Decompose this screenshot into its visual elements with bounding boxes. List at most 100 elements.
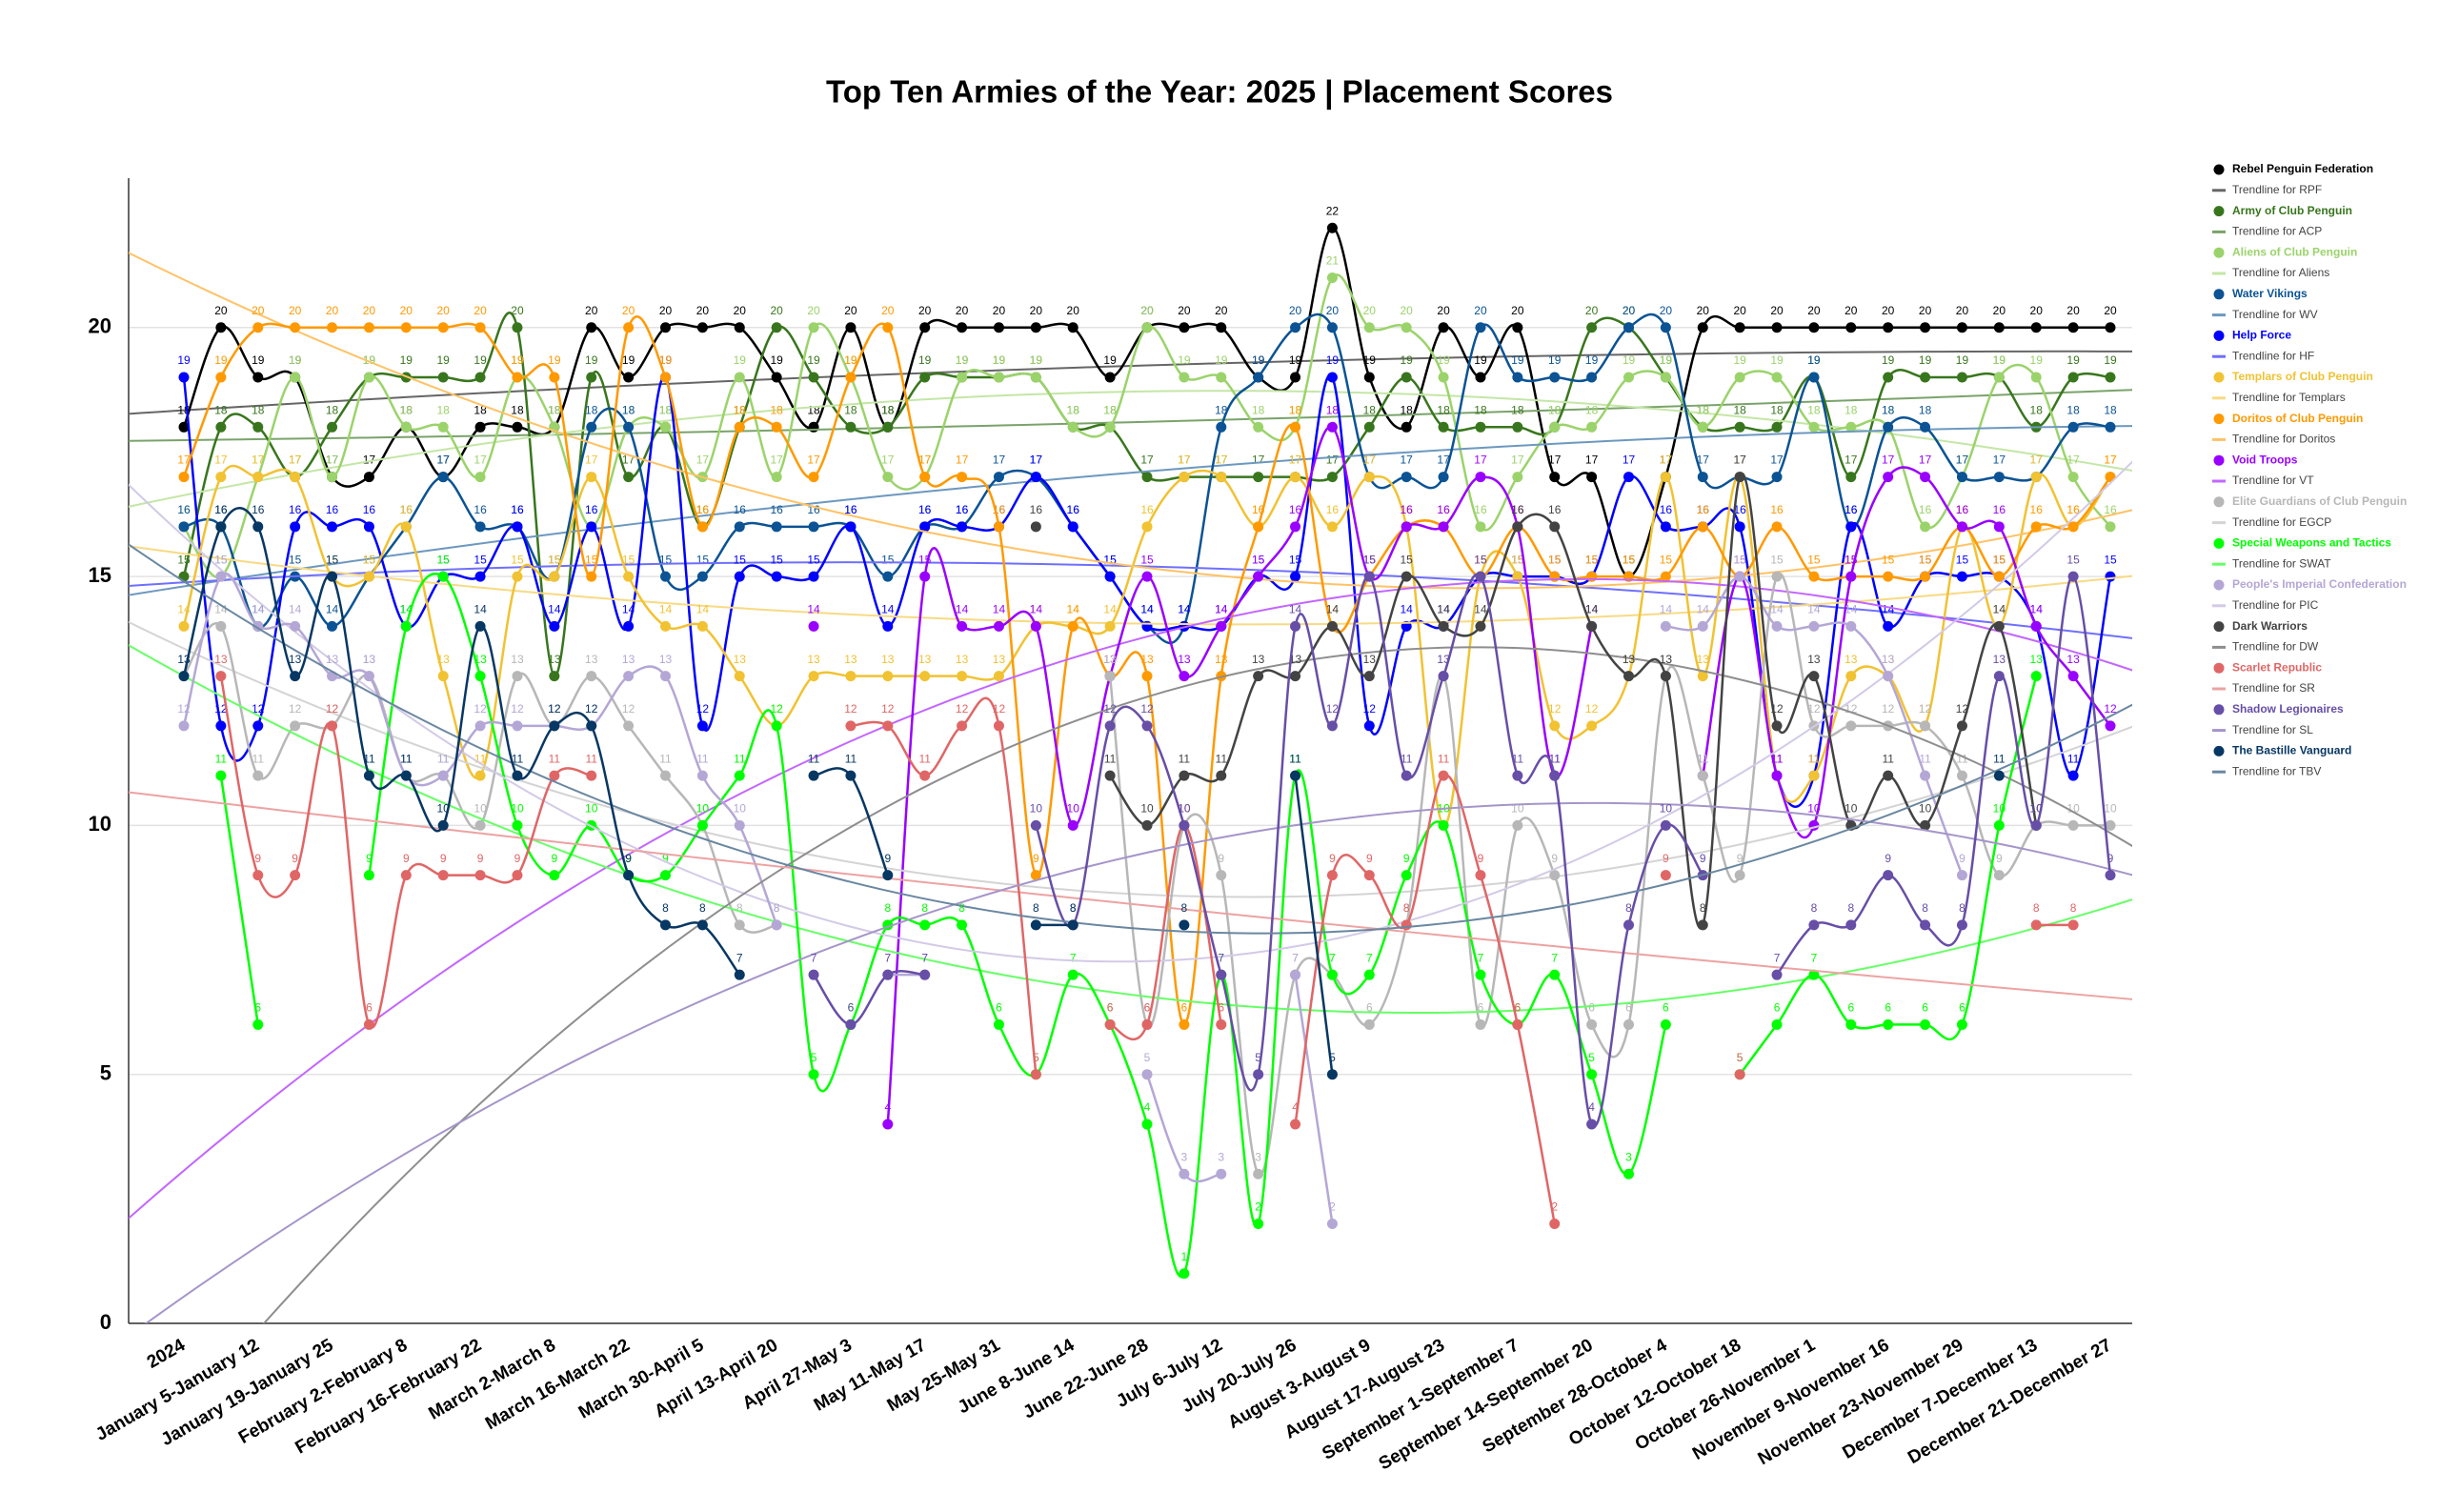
- data-label: 18: [1401, 403, 1414, 416]
- point: [290, 870, 301, 881]
- point: [252, 870, 264, 881]
- point: [808, 620, 819, 632]
- legend-label: Doritos of Club Penguin: [2232, 412, 2363, 425]
- trendline: [129, 350, 2132, 415]
- point: [400, 322, 412, 333]
- legend-marker: [2213, 413, 2225, 425]
- point: [1475, 472, 1486, 483]
- data-label: 17: [1733, 454, 1746, 467]
- data-label: 14: [252, 603, 265, 616]
- data-label: 17: [1919, 454, 1932, 467]
- point: [1179, 472, 1190, 483]
- data-label: 17: [1956, 454, 1969, 467]
- point: [1475, 870, 1486, 881]
- data-label: 16: [400, 503, 413, 516]
- data-label: 19: [770, 353, 783, 367]
- point: [1956, 720, 1967, 732]
- point: [474, 620, 486, 632]
- data-label: 15: [1919, 553, 1932, 566]
- data-label: 15: [1474, 553, 1487, 566]
- data-label: 20: [1733, 304, 1746, 317]
- data-label: 11: [363, 752, 375, 765]
- data-label: 17: [2030, 454, 2044, 467]
- data-label: 8: [2033, 901, 2040, 915]
- data-label: 16: [214, 503, 228, 516]
- data-label: 16: [474, 503, 487, 516]
- point: [1512, 1018, 1523, 1030]
- series-line: [182, 315, 2112, 1026]
- data-label: 15: [1844, 553, 1858, 566]
- point: [882, 870, 894, 881]
- point: [919, 372, 931, 383]
- point: [2030, 472, 2042, 483]
- data-label: 12: [177, 702, 191, 716]
- point: [474, 521, 486, 533]
- point: [1956, 322, 1967, 333]
- point: [1179, 372, 1190, 383]
- data-label: 20: [1697, 304, 1710, 317]
- data-label: 11: [1216, 752, 1228, 765]
- data-label: 15: [2066, 553, 2080, 566]
- point: [474, 720, 486, 732]
- data-label: 13: [993, 653, 1006, 666]
- data-label: 5: [1588, 1051, 1595, 1064]
- data-label: 15: [1289, 553, 1302, 566]
- point: [549, 372, 560, 383]
- data-label: 14: [289, 603, 302, 616]
- point: [660, 919, 671, 931]
- data-label: 16: [1956, 503, 1969, 516]
- point: [808, 372, 819, 383]
- data-label: 11: [1882, 752, 1894, 765]
- point: [1253, 372, 1264, 383]
- data-label: 9: [477, 852, 484, 865]
- data-label: 14: [1401, 603, 1414, 616]
- data-label: 20: [1623, 304, 1636, 317]
- data-label: 20: [1215, 304, 1228, 317]
- legend-label: Rebel Penguin Federation: [2232, 162, 2373, 175]
- data-label: 20: [1807, 304, 1821, 317]
- point: [1104, 770, 1116, 781]
- data-label: 11: [400, 752, 413, 765]
- point: [1660, 521, 1671, 533]
- point: [734, 322, 745, 333]
- data-label: 9: [1218, 852, 1224, 865]
- point: [1512, 819, 1523, 831]
- data-label: 7: [1774, 951, 1781, 964]
- point: [1104, 1018, 1116, 1030]
- data-label: 2: [1255, 1200, 1261, 1214]
- data-label: 13: [734, 653, 747, 666]
- point: [252, 322, 264, 333]
- point: [474, 819, 486, 831]
- data-label: 14: [1178, 603, 1191, 616]
- point: [1549, 1218, 1561, 1229]
- point: [2030, 620, 2042, 632]
- data-label: 17: [326, 454, 339, 467]
- data-label: 15: [1363, 553, 1377, 566]
- data-label: 17: [1585, 454, 1599, 467]
- data-label: 19: [400, 353, 413, 367]
- data-label: 16: [511, 503, 524, 516]
- data-label: 7: [811, 951, 817, 964]
- data-label: 14: [1585, 603, 1599, 616]
- point: [363, 372, 374, 383]
- point: [400, 421, 412, 433]
- data-label: 11: [400, 752, 413, 765]
- point: [1883, 870, 1894, 881]
- data-label: 19: [1252, 353, 1265, 367]
- point: [1845, 472, 1857, 483]
- data-label: 22: [1326, 204, 1340, 217]
- data-label: 8: [884, 901, 891, 915]
- point: [1475, 969, 1486, 980]
- point: [252, 421, 264, 433]
- point: [957, 372, 968, 383]
- point: [1326, 720, 1338, 732]
- point: [1216, 1018, 1227, 1030]
- point: [919, 571, 931, 582]
- data-label: 19: [177, 353, 191, 367]
- point: [845, 421, 857, 433]
- point: [2105, 571, 2116, 582]
- data-label: 20: [622, 304, 635, 317]
- point: [1475, 1018, 1486, 1030]
- point: [1216, 372, 1227, 383]
